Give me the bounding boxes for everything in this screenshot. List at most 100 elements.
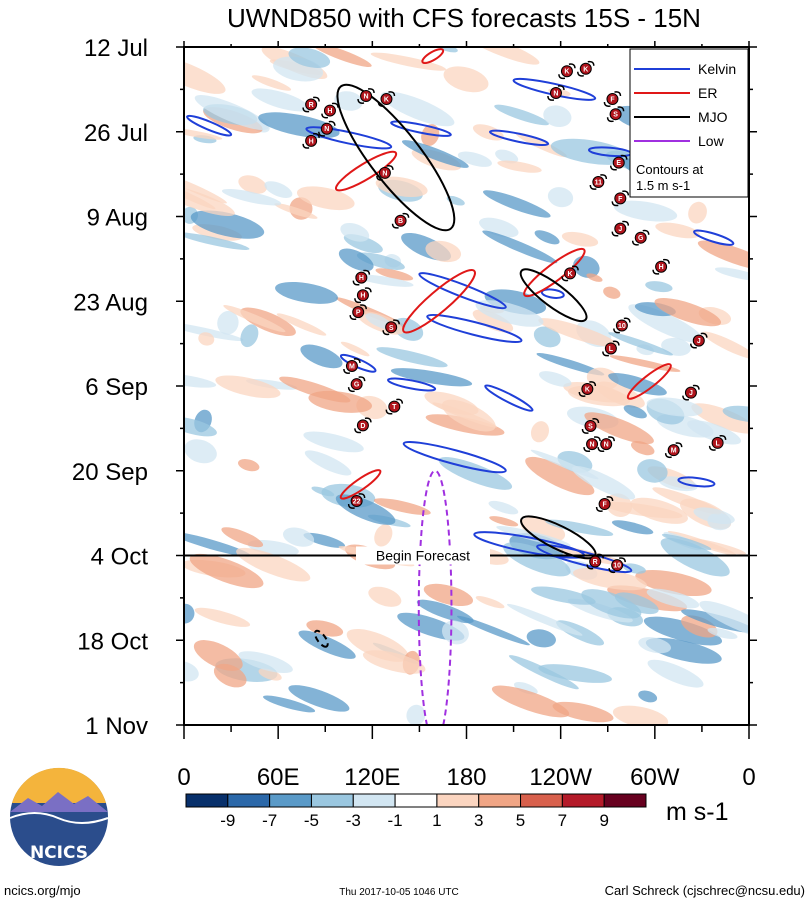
storm-marker: N (597, 436, 615, 453)
storm-symbol (615, 319, 628, 332)
storm-symbol-arms (354, 287, 372, 304)
anomaly-patch (338, 248, 374, 272)
colorbar-tick-label: 3 (474, 811, 483, 830)
storm-symbol-arms (343, 358, 361, 374)
anomaly-patch (707, 627, 738, 639)
anomaly-patch (466, 47, 540, 65)
anomaly-patch (296, 186, 355, 211)
storm-symbol (388, 400, 401, 413)
anomaly-patch (614, 592, 659, 615)
anomaly-patch (184, 173, 227, 204)
storm-symbol-arms (606, 106, 625, 123)
storm-code: N (382, 170, 387, 177)
storm-symbol (614, 192, 627, 205)
er-contour (339, 469, 382, 500)
storm-symbol-arms (391, 212, 410, 229)
anomaly-patch (584, 412, 654, 445)
storm-symbol (380, 93, 393, 106)
anomaly-patch (646, 397, 703, 417)
anomaly-patch (362, 650, 426, 674)
storm-symbol-arms (318, 120, 336, 137)
storm-symbol (305, 134, 318, 147)
storm-symbol (385, 321, 398, 334)
anomaly-patch (658, 476, 698, 492)
storm-code: 11 (595, 179, 603, 186)
anomaly-patch (237, 459, 260, 472)
mjo-contour (336, 83, 456, 232)
anomaly-patch (457, 615, 530, 646)
anomaly-patch (406, 704, 426, 725)
anomaly-patch (596, 381, 645, 409)
storm-code: H (659, 264, 664, 271)
anomaly-patch (184, 439, 217, 464)
storm-marker: S (606, 106, 625, 123)
storm-marker: K (377, 91, 396, 107)
storm-marker: S (581, 418, 600, 434)
storm-marker: M (343, 358, 361, 374)
storm-symbol (684, 386, 697, 399)
footer-site-link[interactable]: ncics.org/mjo (4, 883, 81, 898)
mjo-contour (313, 629, 329, 648)
storm-code: D (360, 423, 365, 430)
storm-symbol-arms (597, 436, 615, 453)
storm-symbol-arms (377, 91, 396, 107)
storm-symbol (606, 93, 619, 106)
y-tick-label: 1 Nov (85, 713, 148, 740)
anomaly-patch (645, 281, 673, 293)
storm-marker: T (385, 398, 404, 415)
storm-symbol-arms (595, 496, 614, 512)
anomaly-patch (221, 527, 264, 548)
storm-code: M (671, 448, 677, 455)
storm-code: K (583, 66, 588, 73)
er-contour (421, 48, 445, 65)
anomaly-patch (288, 685, 350, 712)
x-tick-label: 120W (529, 764, 592, 791)
anomaly-patch (184, 127, 223, 140)
anomaly-patch (194, 94, 269, 130)
storm-marker: E (609, 154, 628, 171)
anomaly-patch (375, 176, 428, 198)
storm-symbol (378, 166, 391, 179)
anomaly-patch (494, 104, 550, 126)
anomaly-patch (303, 431, 364, 453)
y-tick-label: 4 Oct (91, 544, 149, 571)
storm-symbol (609, 108, 622, 121)
storm-symbol (592, 175, 605, 188)
anomaly-patch (495, 149, 519, 164)
kelvin-contour (489, 129, 550, 147)
anomaly-patch (217, 310, 239, 335)
storm-symbol (584, 419, 597, 432)
storm-symbol (612, 156, 625, 169)
storm-marker: N (357, 88, 375, 104)
kelvin-contour (484, 384, 534, 412)
storm-symbol-arms (608, 557, 626, 574)
anomaly-patch (184, 322, 244, 341)
storm-code: P (356, 310, 361, 317)
anomaly-patch (340, 222, 370, 242)
anomaly-patch (691, 403, 749, 434)
anomaly-patch (335, 494, 396, 525)
anomaly-patch (288, 47, 331, 68)
y-tick-label: 12 Jul (84, 35, 148, 62)
ncics-logo: NCICS (9, 767, 109, 866)
anomaly-patch (238, 651, 293, 674)
storm-symbol (350, 495, 363, 508)
storm-symbol-arms (611, 190, 630, 207)
storm-marker: N (547, 85, 565, 101)
anomaly-patch (441, 620, 469, 645)
storm-marker: N (583, 436, 601, 453)
storm-symbol (604, 342, 617, 355)
storm-marker: S (382, 319, 400, 336)
storm-marker: F (595, 496, 614, 512)
storm-symbol (352, 306, 365, 319)
storm-symbol-arms (354, 417, 372, 434)
storm-marker: H (302, 132, 320, 149)
storm-symbol (356, 419, 369, 432)
x-tick-label: 180 (446, 764, 486, 791)
anomaly-patch (628, 304, 704, 343)
storm-symbol (345, 360, 358, 373)
storm-code: G (354, 382, 360, 389)
storm-marker: 10 (608, 557, 626, 574)
storm-marker: F (603, 91, 622, 107)
storm-code: H (360, 293, 365, 300)
